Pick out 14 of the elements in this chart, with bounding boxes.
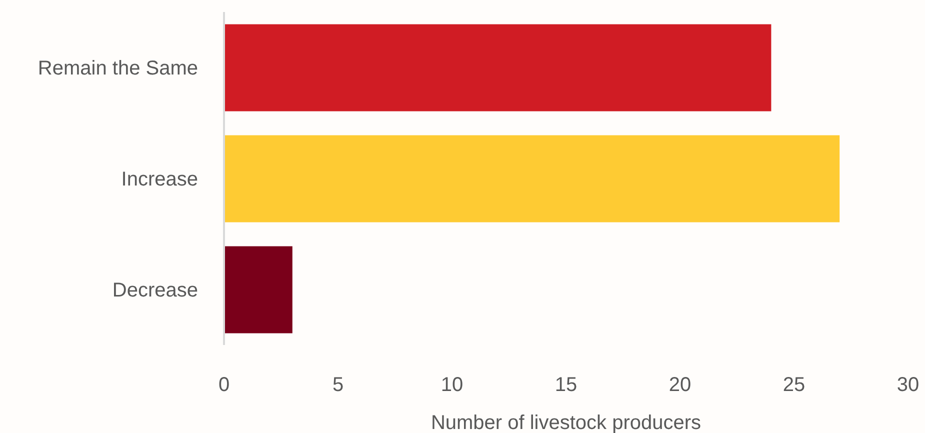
x-axis-title: Number of livestock producers — [430, 412, 702, 433]
x-tick-label: 30 — [896, 374, 920, 396]
bar — [224, 24, 772, 112]
bar — [224, 246, 292, 334]
x-tick-label: 0 — [218, 374, 230, 396]
y-tick-label: Decrease — [112, 280, 198, 302]
x-tick-label: 10 — [440, 374, 464, 396]
x-tick-label: 25 — [782, 374, 806, 396]
x-tick-label: 20 — [668, 374, 692, 396]
y-tick-label: Remain the Same — [38, 58, 198, 80]
bar — [224, 135, 840, 222]
y-tick-label: Increase — [121, 168, 198, 191]
x-tick-label: 5 — [332, 374, 344, 396]
x-tick-label: 15 — [554, 374, 578, 396]
